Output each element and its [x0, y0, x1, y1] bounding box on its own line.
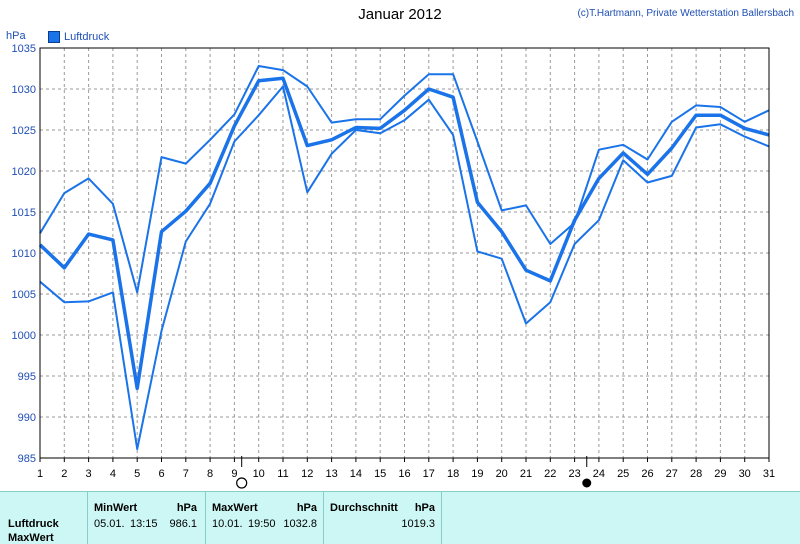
min-unit: hPa [176, 502, 197, 514]
x-tick-label: 21 [520, 468, 532, 480]
y-tick-label: 1015 [12, 207, 36, 219]
x-tick-label: 30 [739, 468, 751, 480]
legend-swatch [48, 31, 60, 43]
plot-frame [39, 47, 770, 459]
y-tick-label: 1000 [12, 330, 36, 342]
x-tick-label: 2 [61, 468, 67, 480]
avg-header: Durchschnitt [330, 502, 398, 514]
x-tick-label: 29 [714, 468, 726, 480]
series-line-min [39, 85, 770, 450]
full-moon-icon [236, 477, 248, 489]
y-tick-label: 1030 [12, 84, 36, 96]
legend: Luftdruck [48, 31, 109, 43]
y-tick-label: 1035 [12, 43, 36, 55]
min-value: 986.1 [169, 518, 197, 530]
x-tick-label: 23 [568, 468, 580, 480]
chart-title: Januar 2012 [358, 6, 442, 23]
series-line-mittel [38, 76, 770, 391]
x-tick-label: 31 [763, 468, 775, 480]
y-tick-label: 1025 [12, 125, 36, 137]
x-tick-label: 25 [617, 468, 629, 480]
x-tick-label: 5 [134, 468, 140, 480]
x-tick-label: 19 [471, 468, 483, 480]
x-tick-label: 14 [350, 468, 362, 480]
min-time: 13:15 [130, 518, 158, 530]
x-tick-label: 8 [207, 468, 213, 480]
y-tick-label: 995 [18, 371, 36, 383]
series-lines [38, 65, 770, 450]
max-value: 1032.8 [283, 518, 317, 530]
x-axis-ticks: 1 2 3 4 5 6 7 8 9 10 11 12 13 14 15 16 17 18 19 20 21 22 23 24 2… [37, 458, 775, 480]
x-tick-label: 13 [325, 468, 337, 480]
x-tick-label: 28 [690, 468, 702, 480]
x-tick-label: 7 [183, 468, 189, 480]
x-tick-label: 6 [158, 468, 164, 480]
y-axis-ticks: 985 990 995 1000 1005 1010 1015 1020 1025 1030 103… [12, 43, 36, 465]
col-min: MinWert hPa 05.01. 13:15 986.1 [88, 492, 206, 544]
x-tick-label: 1 [37, 468, 43, 480]
min-header: MinWert [94, 502, 138, 514]
x-tick-label: 27 [666, 468, 678, 480]
x-tick-label: 3 [86, 468, 92, 480]
statistics-table: Luftdruck MaxWert MinWert hPa 05.01. 13:… [0, 491, 800, 544]
x-tick-label: 15 [374, 468, 386, 480]
col-max: MaxWert hPa 10.01. 19:50 1032.8 [206, 492, 324, 544]
series-line-max [39, 65, 770, 294]
x-tick-label: 10 [253, 468, 265, 480]
y-tick-label: 1020 [12, 166, 36, 178]
new-moon-icon [582, 478, 592, 488]
x-tick-label: 17 [423, 468, 435, 480]
y-axis-unit: hPa [6, 30, 26, 42]
max-time: 19:50 [248, 518, 276, 530]
y-tick-label: 1005 [12, 289, 36, 301]
copyright-credit: (c)T.Hartmann, Private Wetterstation Bal… [577, 8, 794, 19]
max-unit: hPa [296, 502, 317, 514]
x-tick-label: 20 [496, 468, 508, 480]
row-label-maxwert: MaxWert [8, 532, 54, 544]
x-tick-label: 9 [231, 468, 237, 480]
pressure-chart: 9859909951000100510101015102010251030103… [12, 43, 775, 489]
max-header: MaxWert [212, 502, 258, 514]
x-tick-label: 12 [301, 468, 313, 480]
col-avg: Durchschnitt hPa 1019.3 [324, 492, 442, 544]
x-tick-label: 18 [447, 468, 459, 480]
x-tick-label: 4 [110, 468, 116, 480]
x-tick-label: 11 [277, 468, 288, 480]
moon-phase-markers [236, 456, 592, 489]
col-labels: Luftdruck MaxWert [0, 492, 88, 544]
x-tick-label: 26 [641, 468, 653, 480]
min-date: 05.01. [94, 518, 125, 530]
y-tick-label: 990 [18, 412, 36, 424]
avg-unit: hPa [414, 502, 435, 514]
legend-label: Luftdruck [64, 31, 110, 43]
row-label-luftdruck: Luftdruck [8, 518, 59, 530]
x-tick-label: 22 [544, 468, 556, 480]
max-date: 10.01. [212, 518, 243, 530]
x-tick-label: 16 [398, 468, 410, 480]
y-tick-label: 985 [18, 453, 36, 465]
avg-value: 1019.3 [401, 518, 435, 530]
grid [39, 47, 770, 459]
y-tick-label: 1010 [12, 248, 36, 260]
x-tick-label: 24 [593, 468, 605, 480]
